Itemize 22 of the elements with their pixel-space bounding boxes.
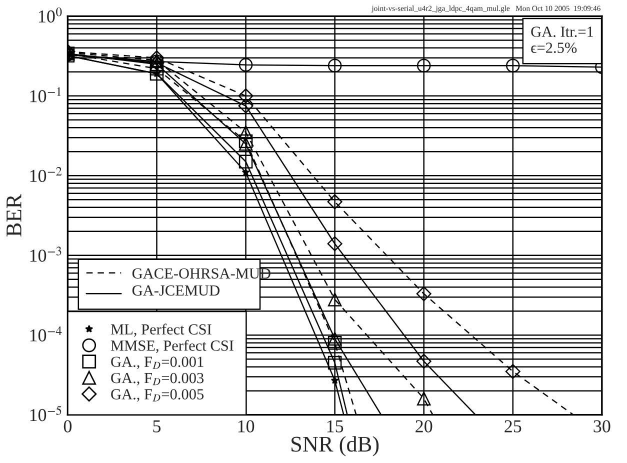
x-tick-label: 25 [504,420,522,432]
legend-label: MMSE, Perfect CSI [110,340,234,353]
x-tick-label: 30 [594,420,610,432]
y-tick-label: 10$^{−3}$ [30,246,62,262]
legend-label: GA., F$_{D}$=0.003 [111,372,204,386]
y-tick-label: 10$^{−4}$ [30,326,62,342]
x-tick-label: 10 [238,420,254,432]
annotation: GA-JCEMUD [132,285,220,296]
y-tick-label: 10$^{−2}$ [30,166,62,182]
legend-label: GA., F$_{D}$=0.005 [111,389,204,402]
y-tick-label: 10$^{−5}$ [30,406,62,422]
x-tick-label: 5 [153,420,161,432]
y-tick-label: 10$^{−1}$ [30,87,61,102]
x-tick-label: 15 [327,420,344,432]
annotation: GA. Itr.=1 ϵ=2.5% [531,26,593,53]
x-tick-label: 0 [64,420,72,432]
y-tick-label: 10$^{0}$ [38,7,62,23]
legend-label: GA., F$_{D}$=0.001 [111,356,204,370]
y-axis-title: BER [6,194,22,236]
x-axis-title: SNR (dB) [292,436,379,456]
x-tick-label: 20 [416,420,432,432]
legend-label: ML, Perfect CSI [110,324,212,337]
